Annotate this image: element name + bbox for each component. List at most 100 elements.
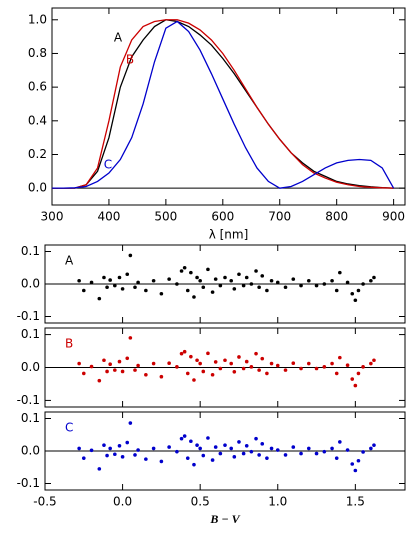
point xyxy=(136,363,140,368)
point xyxy=(223,275,227,280)
point xyxy=(322,449,327,454)
point xyxy=(237,272,241,277)
point xyxy=(213,360,218,364)
point xyxy=(179,351,184,356)
point xyxy=(361,365,365,369)
point xyxy=(206,436,210,440)
point xyxy=(117,444,122,448)
y-tick-label: 0.2 xyxy=(28,147,47,161)
point xyxy=(175,449,179,454)
point xyxy=(372,443,376,447)
point xyxy=(159,291,164,296)
point xyxy=(89,280,94,285)
point xyxy=(265,371,269,376)
point xyxy=(113,368,117,372)
point xyxy=(128,336,133,340)
curve-label: B xyxy=(126,53,134,67)
point xyxy=(201,453,206,458)
panel-label: B xyxy=(65,337,73,351)
point xyxy=(330,446,334,451)
point xyxy=(97,467,102,471)
point xyxy=(232,455,237,459)
point xyxy=(356,371,361,376)
point xyxy=(113,452,117,457)
point xyxy=(353,383,358,388)
point xyxy=(260,442,265,446)
point xyxy=(232,369,237,374)
point xyxy=(125,272,130,277)
plot-frame xyxy=(51,7,406,206)
y-tick-label: 0.1 xyxy=(21,327,40,341)
point xyxy=(345,363,350,367)
point xyxy=(175,282,179,286)
curve xyxy=(52,20,395,189)
curve xyxy=(52,19,394,189)
y-tick-label: 0.6 xyxy=(28,80,47,94)
point xyxy=(249,282,254,286)
point xyxy=(108,278,112,282)
point xyxy=(185,288,190,293)
point xyxy=(201,285,206,290)
point xyxy=(356,288,361,293)
y-tick-label: 0.0 xyxy=(21,360,40,374)
point xyxy=(206,267,210,272)
point xyxy=(77,361,81,366)
point xyxy=(244,275,249,280)
point xyxy=(257,368,261,372)
point xyxy=(198,361,202,366)
point xyxy=(105,285,109,290)
point xyxy=(136,280,140,285)
point xyxy=(151,361,156,366)
point xyxy=(195,358,199,363)
point xyxy=(97,296,102,301)
point xyxy=(257,285,261,290)
point xyxy=(210,458,215,462)
point xyxy=(299,451,303,456)
point xyxy=(223,443,227,447)
point xyxy=(345,448,350,452)
point xyxy=(117,359,122,364)
point xyxy=(102,358,106,363)
y-tick-label: 1.0 xyxy=(28,12,47,26)
point xyxy=(306,361,311,366)
point xyxy=(269,361,274,366)
point xyxy=(229,446,234,451)
point xyxy=(353,468,358,473)
point xyxy=(89,448,94,453)
point xyxy=(275,363,280,368)
point xyxy=(195,443,199,447)
point xyxy=(254,436,258,441)
point xyxy=(189,270,193,275)
x-tick-label: 600 xyxy=(211,210,234,224)
point xyxy=(192,378,196,382)
point xyxy=(182,265,187,270)
point xyxy=(237,440,241,444)
y-tick-label: -0.1 xyxy=(17,393,40,407)
point xyxy=(136,448,140,452)
point xyxy=(102,443,106,447)
point xyxy=(128,253,133,258)
x-tick-label: 400 xyxy=(97,210,120,224)
point xyxy=(206,351,210,356)
point xyxy=(275,280,280,285)
point xyxy=(275,448,280,452)
point xyxy=(133,368,137,372)
point xyxy=(179,436,184,441)
curve-label: A xyxy=(114,31,123,45)
point xyxy=(97,378,102,383)
point xyxy=(159,374,164,379)
point xyxy=(254,269,258,273)
point xyxy=(361,450,365,454)
x-tick-label: 1.0 xyxy=(268,495,287,509)
panel-label: A xyxy=(65,254,74,268)
point xyxy=(213,277,218,281)
point xyxy=(260,274,265,278)
point xyxy=(283,453,288,457)
point xyxy=(291,361,296,366)
point xyxy=(151,446,156,451)
point xyxy=(269,446,274,451)
point xyxy=(350,291,355,296)
point xyxy=(117,275,122,280)
curve-label: C xyxy=(104,158,112,172)
